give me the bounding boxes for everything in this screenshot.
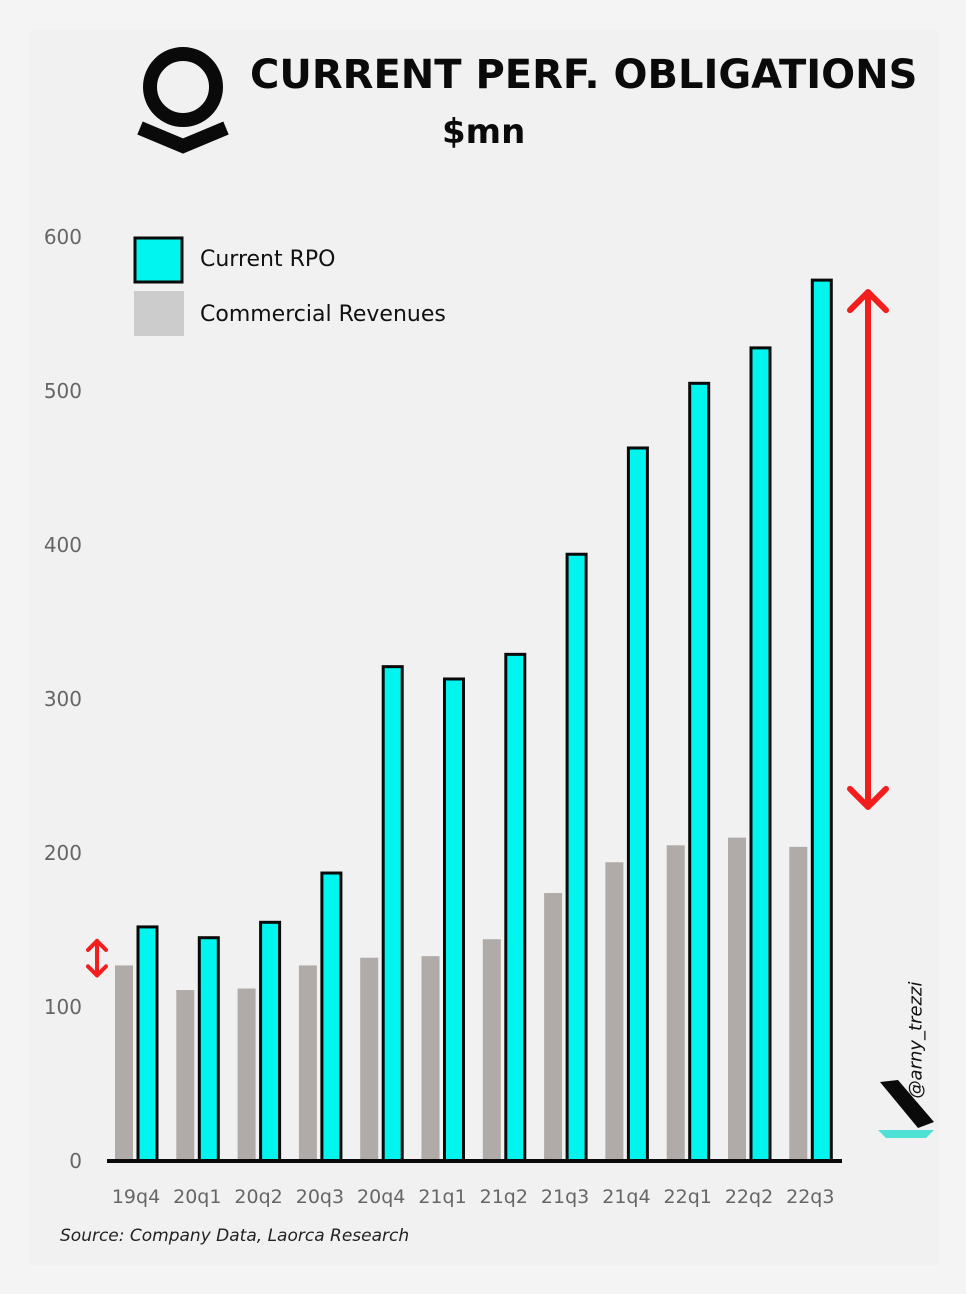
x-tick-label: 22q2 <box>725 1186 773 1208</box>
author-handle: @arny_trezzi <box>905 981 927 1099</box>
legend-swatch-current-rpo <box>133 236 184 284</box>
laorca-brand-icon <box>878 1080 934 1138</box>
palantir-logo-icon <box>137 47 229 154</box>
bar-current-rpo <box>197 936 220 1163</box>
bar-current-rpo <box>749 346 772 1163</box>
bar-current-rpo <box>136 925 159 1163</box>
bar-commercial-revenues <box>237 988 256 1161</box>
x-tick-label: 21q3 <box>541 1186 589 1208</box>
series-commercial-revenues <box>115 837 808 1161</box>
x-tick-label: 22q1 <box>664 1186 712 1208</box>
x-tick-label: 20q1 <box>173 1186 221 1208</box>
chart-title: CURRENT PERF. OBLIGATIONS <box>250 52 918 98</box>
bar-current-rpo <box>443 677 465 1163</box>
y-tick-label: 500 <box>44 379 82 403</box>
chart-subtitle: $mn <box>442 112 526 152</box>
x-tick-label: 21q1 <box>418 1186 466 1208</box>
bar-commercial-revenues <box>421 956 440 1161</box>
legend: Current RPO Commercial Revenues <box>133 236 446 336</box>
bar-commercial-revenues <box>482 939 501 1161</box>
x-tick-label: 21q4 <box>602 1186 650 1208</box>
bar-current-rpo <box>504 652 527 1163</box>
bar-current-rpo <box>626 446 649 1163</box>
annotation-arrows <box>86 289 889 978</box>
x-tick-label: 22q3 <box>786 1186 834 1208</box>
bar-commercial-revenues <box>605 862 624 1161</box>
legend-label-current-rpo: Current RPO <box>200 247 336 272</box>
x-tick-label: 20q3 <box>296 1186 344 1208</box>
bar-current-rpo <box>381 665 404 1163</box>
bar-commercial-revenues <box>360 957 379 1161</box>
bar-commercial-revenues <box>176 990 195 1161</box>
x-tick-label: 21q2 <box>480 1186 528 1208</box>
bar-current-rpo <box>565 552 588 1163</box>
y-tick-label: 100 <box>44 995 82 1019</box>
bar-commercial-revenues <box>544 893 563 1161</box>
x-axis-tick-labels: 19q4 20q1 20q2 20q3 20q4 21q1 21q2 21q3 21q4 22q1… <box>112 1186 835 1208</box>
x-tick-label: 20q4 <box>357 1186 405 1208</box>
y-axis-tick-labels: 0 100 200 300 400 500 600 <box>44 225 82 1173</box>
bar-commercial-revenues <box>298 965 317 1161</box>
y-tick-label: 300 <box>44 687 82 711</box>
series-current-rpo <box>136 278 833 1163</box>
x-tick-label: 20q2 <box>234 1186 282 1208</box>
bar-commercial-revenues <box>666 845 685 1161</box>
legend-swatch-commercial-revenues <box>134 291 184 336</box>
legend-label-commercial-revenues: Commercial Revenues <box>200 302 446 327</box>
y-tick-label: 400 <box>44 533 82 557</box>
bar-commercial-revenues <box>115 965 133 1161</box>
bar-current-rpo <box>259 920 282 1163</box>
y-tick-label: 0 <box>69 1149 82 1173</box>
bar-current-rpo <box>688 381 711 1163</box>
bar-current-rpo <box>320 871 343 1163</box>
double-arrow <box>847 289 889 810</box>
y-tick-label: 200 <box>44 841 82 865</box>
bar-commercial-revenues <box>789 846 808 1161</box>
bar-current-rpo <box>810 278 833 1163</box>
x-tick-label: 19q4 <box>112 1186 160 1208</box>
source-note: Source: Company Data, Laorca Research <box>60 1226 410 1246</box>
double-arrow <box>86 938 108 978</box>
bar-commercial-revenues <box>728 837 746 1161</box>
y-tick-label: 600 <box>44 225 82 249</box>
